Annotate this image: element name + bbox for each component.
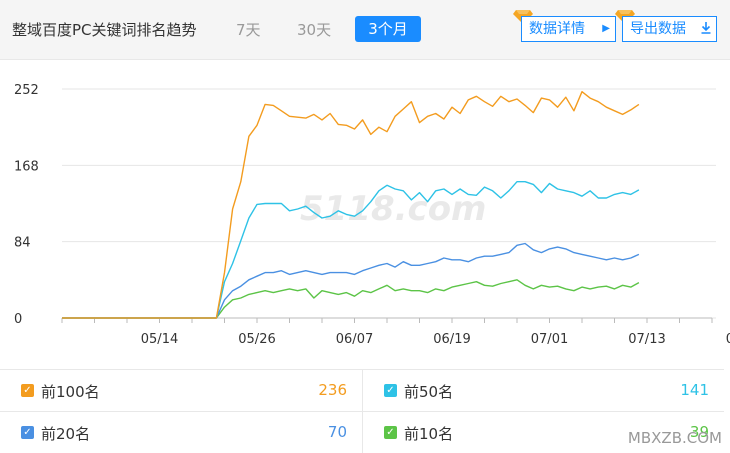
corner-watermark: MBXZB.COM bbox=[627, 429, 722, 447]
legend-value: 236 bbox=[318, 381, 347, 399]
series-line bbox=[62, 91, 640, 319]
chart-header: 整域百度PC关键词排名趋势 7天 30天 3个月 数据详情 ▶ 导出数据 bbox=[0, 0, 730, 60]
legend-item-top10[interactable]: ✓ 前10名 39 bbox=[362, 411, 724, 453]
range-7-days-tab[interactable]: 7天 bbox=[236, 21, 261, 39]
legend-item-top20[interactable]: ✓ 前20名 70 bbox=[0, 411, 362, 453]
legend-label: 前50名 bbox=[404, 383, 454, 401]
checkbox-checked-icon[interactable]: ✓ bbox=[21, 426, 34, 439]
checkbox-checked-icon[interactable]: ✓ bbox=[384, 426, 397, 439]
series-line bbox=[62, 181, 640, 319]
legend-item-top50[interactable]: ✓ 前50名 141 bbox=[362, 369, 724, 411]
x-tick-label: 05/26 bbox=[238, 332, 275, 347]
y-tick-label: 0 bbox=[14, 312, 22, 327]
chart-title: 整域百度PC关键词排名趋势 bbox=[12, 21, 197, 39]
x-tick-label: 06/07 bbox=[336, 332, 373, 347]
x-tick-label: 07/25 bbox=[726, 332, 730, 347]
export-data-button[interactable]: 导出数据 bbox=[622, 16, 717, 42]
series-line bbox=[62, 242, 640, 319]
download-icon bbox=[701, 17, 711, 41]
series-line bbox=[62, 279, 640, 319]
y-tick-label: 252 bbox=[14, 83, 39, 98]
watermark: 5118.com bbox=[300, 189, 487, 229]
y-tick-label: 84 bbox=[14, 236, 31, 251]
x-tick-label: 05/14 bbox=[141, 332, 178, 347]
legend-label: 前10名 bbox=[404, 425, 454, 443]
checkbox-checked-icon[interactable]: ✓ bbox=[21, 384, 34, 397]
legend-label: 前100名 bbox=[41, 383, 100, 401]
x-tick-label: 06/19 bbox=[433, 332, 470, 347]
range-30-days-tab[interactable]: 30天 bbox=[297, 21, 332, 39]
export-data-label: 导出数据 bbox=[630, 21, 686, 37]
caret-right-icon: ▶ bbox=[602, 23, 610, 34]
y-tick-label: 168 bbox=[14, 159, 39, 174]
legend-value: 141 bbox=[680, 381, 709, 399]
legend-value: 39 bbox=[689, 423, 709, 441]
data-detail-button[interactable]: 数据详情 ▶ bbox=[521, 16, 616, 42]
trend-chart: 5118.com 0 84 168 252 05/14 05/26 06/07 06/19 07… bbox=[0, 60, 730, 370]
legend: ✓ 前100名 236 ✓ 前50名 141 ✓ 前20名 70 ✓ 前10名 … bbox=[0, 369, 730, 453]
legend-label: 前20名 bbox=[41, 425, 91, 443]
checkbox-checked-icon[interactable]: ✓ bbox=[384, 384, 397, 397]
trend-chart-svg: 5118.com 0 84 168 252 05/14 05/26 06/07 06/19 07… bbox=[14, 83, 730, 347]
legend-value: 70 bbox=[327, 423, 347, 441]
x-tick-label: 07/13 bbox=[628, 332, 665, 347]
legend-item-top100[interactable]: ✓ 前100名 236 bbox=[0, 369, 362, 411]
range-3-months-tab[interactable]: 3个月 bbox=[355, 16, 421, 42]
data-detail-label: 数据详情 bbox=[529, 21, 585, 37]
x-tick-label: 07/01 bbox=[531, 332, 568, 347]
